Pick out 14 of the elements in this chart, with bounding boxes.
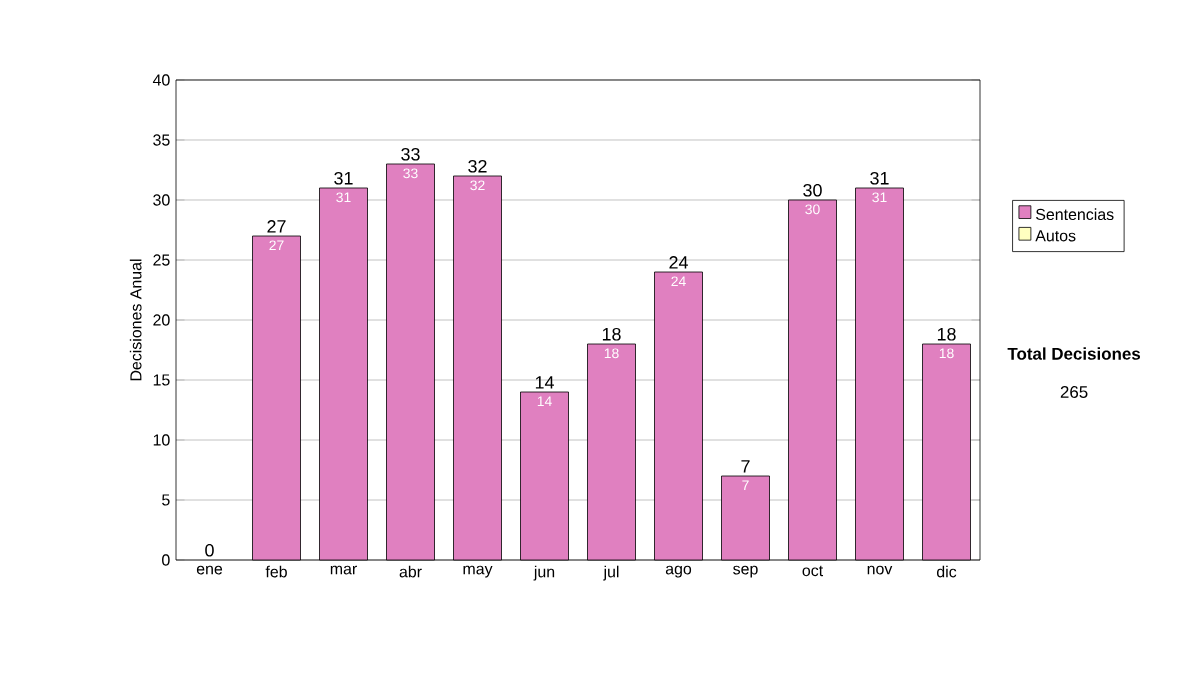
total-label: 31 <box>870 171 889 185</box>
total-label: 0 <box>205 543 214 557</box>
total-label: 18 <box>937 327 956 341</box>
total-label: 32 <box>468 159 487 173</box>
total-label: 14 <box>535 376 554 389</box>
total-label: 7 <box>741 460 750 473</box>
total-label: 33 <box>401 147 420 161</box>
total-label: 30 <box>803 183 822 197</box>
total-label: 27 <box>267 220 286 233</box>
total-label: 24 <box>669 256 688 269</box>
text: 265 <box>1060 386 1088 398</box>
total-label: 31 <box>334 171 353 185</box>
total-label: 18 <box>602 327 621 341</box>
text: Total Decisiones <box>1007 347 1141 360</box>
